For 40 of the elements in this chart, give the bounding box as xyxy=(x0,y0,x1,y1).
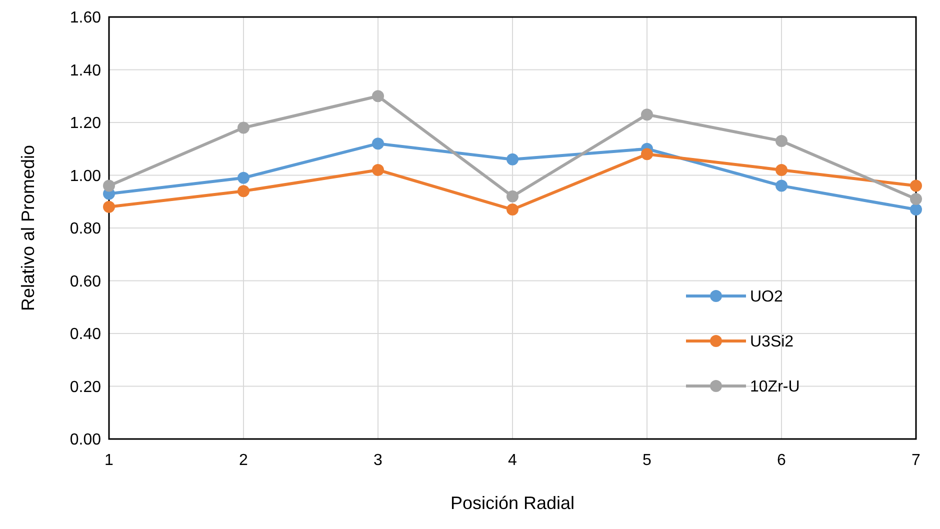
y-tick-label: 0.00 xyxy=(70,432,102,449)
y-tick-label: 1.20 xyxy=(70,115,102,132)
y-tick-label: 0.60 xyxy=(70,273,102,290)
point xyxy=(238,122,250,134)
point xyxy=(103,180,115,192)
x-tick-label: 2 xyxy=(239,452,248,469)
point xyxy=(776,180,788,192)
y-tick-label: 1.40 xyxy=(70,62,102,80)
x-tick-label: 1 xyxy=(104,452,114,469)
point xyxy=(372,90,384,102)
point xyxy=(641,148,653,160)
y-tick-label: 0.80 xyxy=(70,220,102,238)
point xyxy=(372,138,384,150)
x-tick-label: 3 xyxy=(374,452,383,469)
point xyxy=(910,204,922,216)
point xyxy=(506,204,518,216)
x-tick-label: 5 xyxy=(642,452,652,469)
x-tick-label: 4 xyxy=(508,452,518,469)
legend-label: U3Si2 xyxy=(750,334,794,351)
y-tick-label: 0.40 xyxy=(70,326,102,344)
y-tick-label: 1.60 xyxy=(70,10,102,27)
point xyxy=(506,190,518,202)
point xyxy=(641,108,653,121)
legend-label: UO2 xyxy=(750,288,783,306)
point xyxy=(372,164,384,176)
y-tick-label: 0.20 xyxy=(70,378,102,396)
x-tick-label: 7 xyxy=(912,452,921,469)
point xyxy=(238,185,250,198)
x-axis-title: Posición Radial xyxy=(450,493,575,513)
x-tick-label: 6 xyxy=(777,452,786,469)
point xyxy=(506,153,518,166)
point xyxy=(776,164,788,176)
point xyxy=(238,172,250,184)
point xyxy=(910,180,922,192)
y-tick-label: 1.00 xyxy=(70,168,102,185)
legend-label: 10Zr-U xyxy=(750,378,800,396)
point xyxy=(103,200,115,213)
y-axis-title: Relativo al Promedio xyxy=(18,144,38,312)
point xyxy=(910,192,922,205)
point xyxy=(776,134,788,147)
